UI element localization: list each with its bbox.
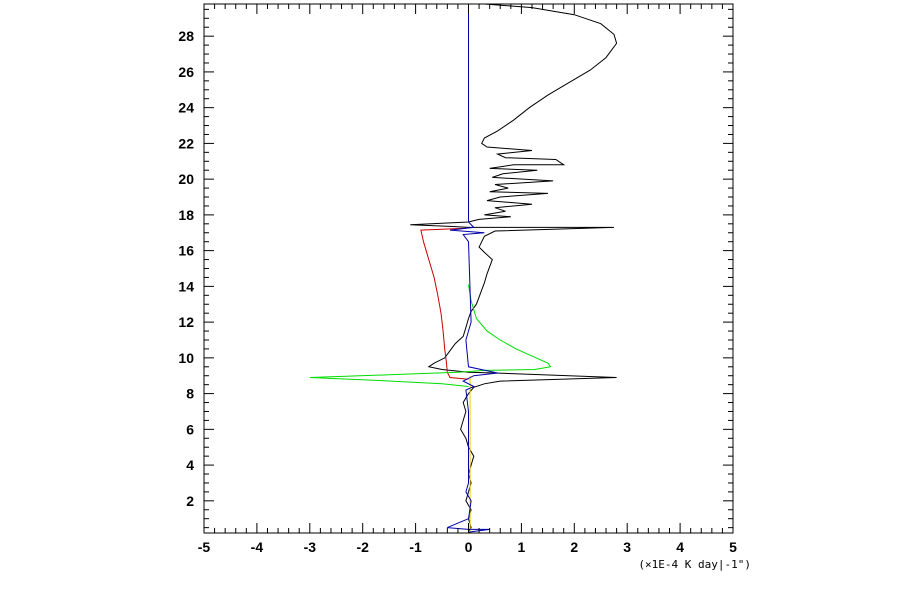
x-tick-label: 2 — [570, 539, 578, 555]
y-tick-label: 22 — [178, 135, 194, 151]
series-line-3 — [309, 284, 552, 387]
y-tick-label: 20 — [178, 171, 194, 187]
y-tick-label: 2 — [186, 493, 194, 509]
y-tick-label: 18 — [178, 207, 194, 223]
y-tick-label: 8 — [186, 386, 194, 402]
x-tick-label: 5 — [729, 539, 737, 555]
y-tick-label: 28 — [178, 28, 194, 44]
y-tick-label: 14 — [178, 278, 194, 294]
y-tick-label: 24 — [178, 100, 194, 116]
x-tick-label: 1 — [518, 539, 526, 555]
y-tick-label: 26 — [178, 64, 194, 80]
series-line-5 — [447, 4, 498, 533]
series-line-1 — [410, 3, 618, 532]
x-tick-label: -4 — [251, 539, 264, 555]
x-tick-label: 3 — [623, 539, 631, 555]
y-tick-label: 6 — [186, 421, 194, 437]
x-tick-label: -2 — [356, 539, 369, 555]
y-tick-label: 16 — [178, 243, 194, 259]
y-tick-label: 10 — [178, 350, 194, 366]
y-tick-label: 12 — [178, 314, 194, 330]
x-tick-label: 0 — [465, 539, 473, 555]
y-tick-label: 4 — [186, 457, 194, 473]
series-layer — [309, 3, 618, 533]
x-unit-label: (×1E-4 K day|-1") — [638, 558, 751, 571]
x-tick-label: -1 — [409, 539, 422, 555]
x-tick-label: -3 — [304, 539, 317, 555]
x-tick-label: 4 — [676, 539, 684, 555]
x-tick-label: -5 — [198, 539, 211, 555]
